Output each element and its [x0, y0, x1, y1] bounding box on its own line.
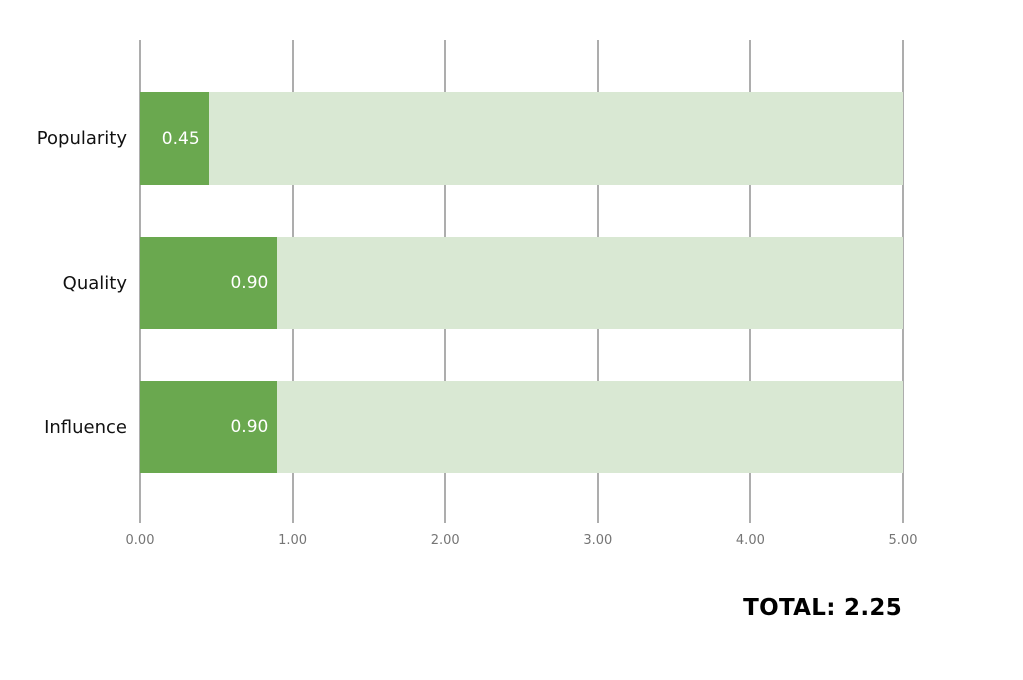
x-tick-label: 4.00	[735, 533, 765, 548]
bar-value-label: 0.45	[161, 128, 200, 149]
category-label: Quality	[62, 272, 127, 294]
x-tick-label: 0.00	[125, 533, 155, 548]
bar-value-label: 0.90	[230, 417, 269, 437]
gridline	[902, 40, 904, 523]
x-tick-label: 5.00	[888, 533, 918, 548]
bar-fill: 0.45	[140, 92, 209, 185]
total-label: TOTAL: 2.25	[743, 595, 902, 621]
plot-area: Popularity 0.45 Quality 0.90 Influence 0…	[37, 40, 917, 548]
bar-fill: 0.90	[140, 381, 278, 473]
bar-track: 0.45	[140, 92, 903, 185]
bar-value-label: 0.90	[230, 273, 269, 293]
bar-row-quality: Quality 0.90	[63, 237, 903, 329]
bar-row-influence: Influence 0.90	[44, 381, 903, 473]
category-label: Popularity	[36, 128, 127, 149]
x-tick-label: 1.00	[278, 533, 308, 548]
bar-row-popularity: Popularity 0.45	[37, 92, 903, 185]
bar-track: 0.90	[140, 381, 903, 473]
x-tick-label: 2.00	[430, 533, 460, 548]
category-label: Influence	[44, 416, 127, 438]
x-tick-label: 3.00	[583, 533, 613, 548]
bar-track: 0.90	[140, 237, 903, 329]
bar-fill: 0.90	[140, 237, 278, 329]
